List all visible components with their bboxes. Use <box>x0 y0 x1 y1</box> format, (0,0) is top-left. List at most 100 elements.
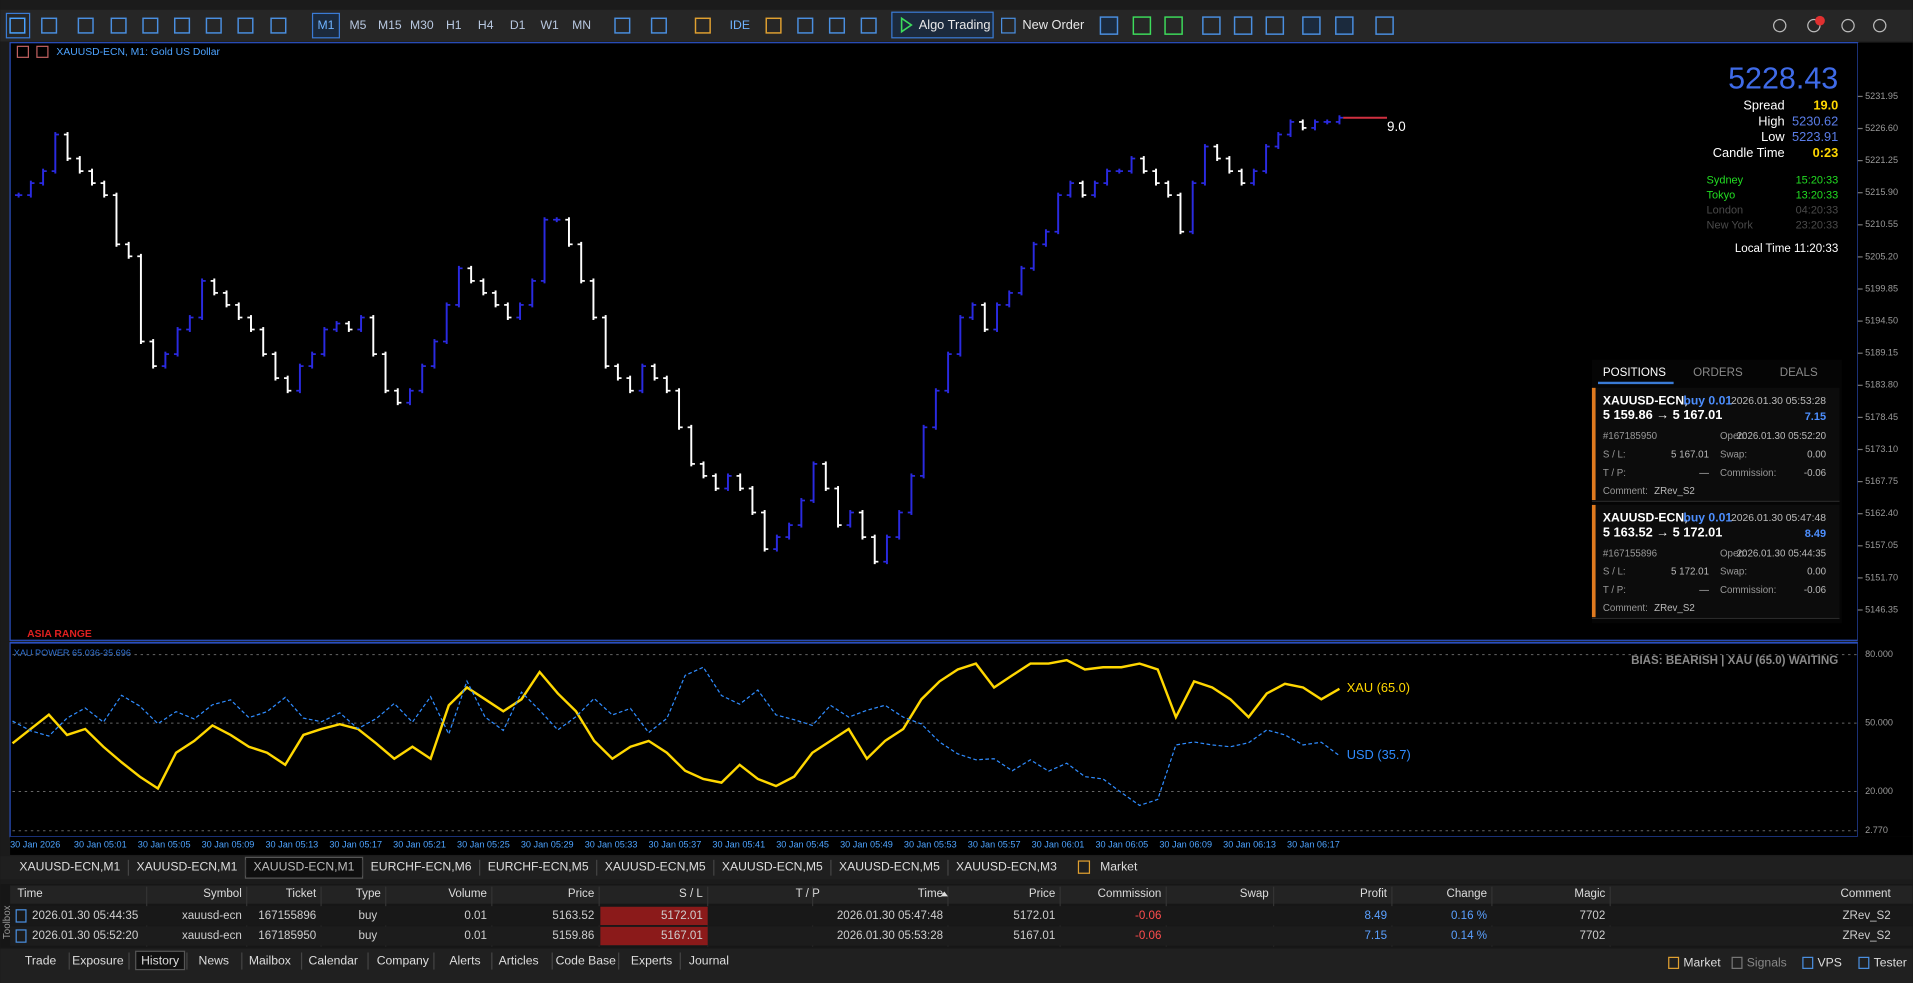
tool-icon[interactable] <box>828 17 846 34</box>
bottom-tab[interactable]: Alerts <box>449 953 480 967</box>
chart-tab[interactable]: Market <box>1100 859 1138 873</box>
tool-icon[interactable] <box>1164 16 1183 35</box>
table-row[interactable] <box>10 926 1913 946</box>
x-tick-label: 30 Jan 2026 <box>10 840 60 850</box>
tool-icon[interactable] <box>1202 16 1221 35</box>
tool-icon[interactable] <box>77 17 94 34</box>
tool-icon[interactable] <box>1132 16 1152 35</box>
positions-tab[interactable]: DEALS <box>1780 367 1818 379</box>
tool-icon[interactable] <box>270 17 287 34</box>
card-ticket: #167155896 <box>1603 548 1657 559</box>
price-bar <box>27 180 35 198</box>
tool-icon[interactable] <box>797 17 814 34</box>
tool-icon[interactable] <box>765 17 782 34</box>
y-tick-label: 5231.95 <box>1865 91 1898 101</box>
time-axis <box>10 836 1913 855</box>
card-prices: 5 163.52 → 5 172.01 <box>1603 524 1723 539</box>
window-icon[interactable] <box>1773 18 1787 33</box>
tool-icon[interactable] <box>110 17 127 34</box>
timeframe-button[interactable]: M5 <box>349 18 366 32</box>
tool-icon[interactable] <box>1265 16 1285 35</box>
bottom-tab[interactable]: Company <box>377 953 430 967</box>
positions-tab[interactable]: POSITIONS <box>1603 367 1666 379</box>
tool-icon[interactable] <box>1375 16 1394 35</box>
tool-icon[interactable] <box>174 17 191 34</box>
positions-tab[interactable]: ORDERS <box>1693 367 1743 379</box>
indicator-area <box>9 642 1859 838</box>
timeframe-button[interactable]: M30 <box>410 18 434 32</box>
window-icon[interactable] <box>1841 18 1855 33</box>
bottom-tab[interactable]: Exposure <box>72 953 124 967</box>
algo-trading-label[interactable]: Algo Trading <box>919 17 991 32</box>
tool-icon[interactable] <box>614 17 631 34</box>
timeframe-button[interactable]: H1 <box>446 18 462 32</box>
price-bar <box>748 486 757 515</box>
table-row[interactable] <box>10 906 1913 926</box>
bottom-tab[interactable]: Trade <box>25 953 57 967</box>
price-bar <box>1152 168 1160 186</box>
tool-icon[interactable] <box>694 17 711 34</box>
chart-tab[interactable]: XAUUSD-ECN,M1 <box>19 859 120 873</box>
x-tick-label: 30 Jan 05:53 <box>904 840 957 850</box>
bottom-tab[interactable]: News <box>199 953 229 967</box>
timeframe-button[interactable]: D1 <box>510 18 526 32</box>
window-icon[interactable] <box>1873 18 1887 33</box>
chart-tab[interactable]: EURCHF-ECN,M5 <box>488 859 589 873</box>
bottom-tab[interactable]: Experts <box>631 953 672 967</box>
price-bar <box>871 534 879 565</box>
session-time: 15:20:33 <box>1796 174 1839 186</box>
status-item[interactable]: Market <box>1683 956 1721 970</box>
tool-active <box>5 12 31 39</box>
ide-button[interactable]: IDE <box>730 18 750 32</box>
chart-tab[interactable]: XAUUSD-ECN,M1 <box>136 859 237 873</box>
bottom-tab[interactable]: Code Base <box>556 953 617 967</box>
tool-icon[interactable] <box>237 17 254 34</box>
chart-tab[interactable]: EURCHF-ECN,M6 <box>371 859 472 873</box>
notification-badge <box>1815 15 1825 26</box>
status-item[interactable]: VPS <box>1818 956 1842 970</box>
chart-tab[interactable]: XAUUSD-ECN,M5 <box>839 859 940 873</box>
column-header: Change <box>1446 888 1487 900</box>
price-bar <box>626 375 634 394</box>
bottom-tab[interactable]: History <box>141 953 180 967</box>
session-city: New York <box>1707 220 1754 232</box>
table-cell: 5167.01 <box>661 930 703 942</box>
bottom-tab[interactable]: Articles <box>499 953 539 967</box>
status-item[interactable]: Signals <box>1747 956 1787 970</box>
market-icon <box>1077 860 1091 874</box>
tool-icon[interactable] <box>1335 16 1354 35</box>
tool-icon[interactable] <box>41 17 58 34</box>
tool-icon[interactable] <box>650 17 667 34</box>
tool-icon[interactable] <box>860 17 877 34</box>
tool-icon[interactable] <box>1233 16 1253 35</box>
card-label: Open: <box>1720 548 1747 559</box>
table-cell: 0.01 <box>464 910 487 922</box>
chart-tab[interactable]: XAUUSD-ECN,M5 <box>722 859 823 873</box>
session-time: 13:20:33 <box>1796 190 1839 202</box>
new-order-button[interactable]: New Order <box>1022 17 1085 32</box>
tool-icon[interactable] <box>1302 16 1321 35</box>
timeframe-button[interactable]: M15 <box>378 18 402 32</box>
algo-trading-button[interactable] <box>891 11 994 39</box>
price-bar <box>1078 180 1087 198</box>
timeframe-button[interactable]: H4 <box>478 18 494 32</box>
tool-icon[interactable] <box>1099 16 1119 35</box>
price-bar <box>1213 144 1221 161</box>
chart-tab[interactable]: XAUUSD-ECN,M1 <box>254 859 355 873</box>
price-bar <box>883 534 891 565</box>
chart-tab[interactable]: XAUUSD-ECN,M5 <box>605 859 706 873</box>
column-header: S / L <box>679 888 703 900</box>
tool-icon[interactable] <box>142 17 159 34</box>
bottom-tab[interactable]: Mailbox <box>249 953 291 967</box>
column-header: Profit <box>1360 888 1388 900</box>
tool-icon[interactable] <box>205 17 222 34</box>
timeframe-button[interactable]: M1 <box>317 18 334 32</box>
tool-icon[interactable] <box>9 17 26 34</box>
timeframe-button[interactable]: MN <box>572 18 591 32</box>
card-value: — <box>1699 585 1709 596</box>
bottom-tab[interactable]: Calendar <box>309 953 358 967</box>
chart-tab[interactable]: XAUUSD-ECN,M3 <box>956 859 1057 873</box>
status-item[interactable]: Tester <box>1874 956 1907 970</box>
bottom-tab[interactable]: Journal <box>689 953 729 967</box>
timeframe-button[interactable]: W1 <box>540 18 559 32</box>
